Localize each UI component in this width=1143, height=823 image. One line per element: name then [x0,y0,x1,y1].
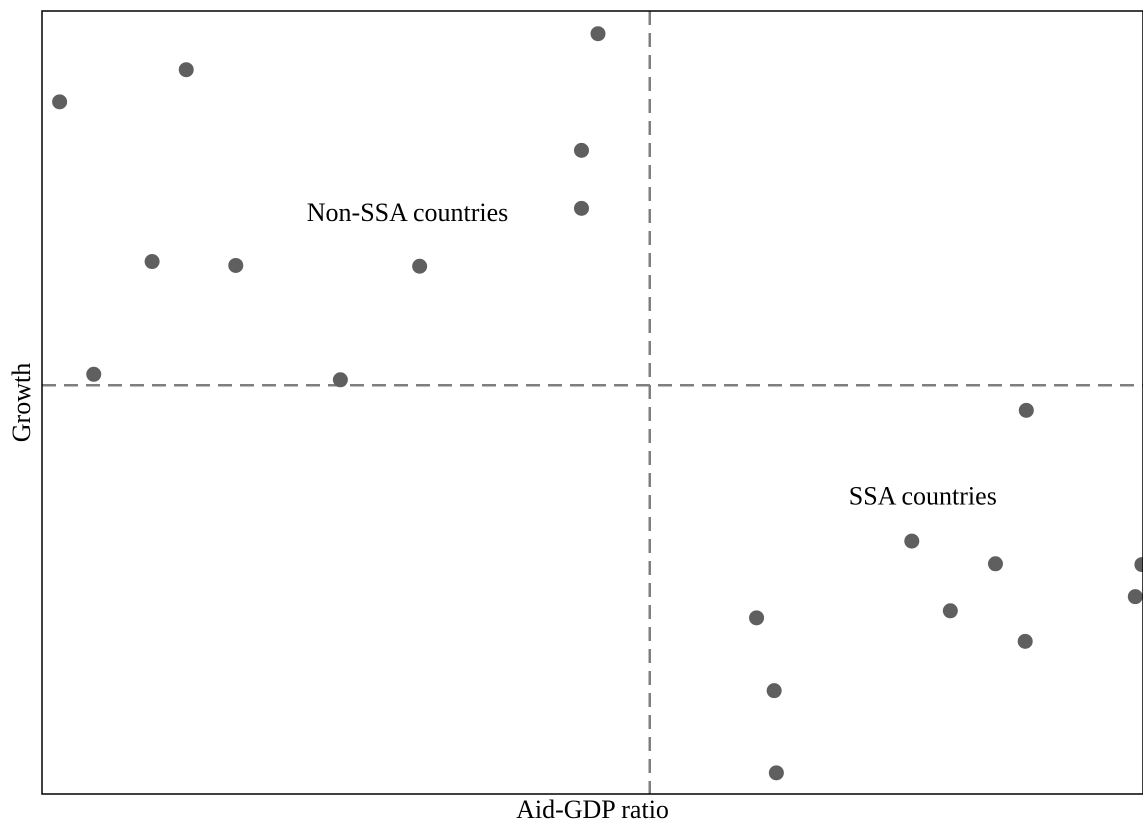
data-point [332,372,348,388]
x-axis-label: Aid-GDP ratio [516,795,669,823]
reference-lines [42,11,1143,794]
data-point [766,683,782,699]
data-point [228,257,244,273]
data-point [904,533,920,549]
y-axis-label: Growth [7,363,36,442]
data-point [749,610,765,626]
cluster-label: SSA countries [849,481,997,510]
data-point [573,142,589,158]
plot-frame [41,10,1143,795]
data-point [412,258,428,274]
data-point [1127,589,1143,605]
data-point [86,366,102,382]
data-point [52,94,68,110]
annotations: Non-SSA countries SSA countries [307,198,997,510]
data-point [1018,402,1034,418]
data-point [178,62,194,78]
data-points [52,26,1143,781]
data-point [1134,557,1143,573]
data-point [573,200,589,216]
data-point [768,765,784,781]
cluster-label: Non-SSA countries [307,198,509,227]
data-point [144,254,160,270]
data-point [590,26,606,42]
data-point [987,556,1003,572]
data-point [942,603,958,619]
data-point [1017,633,1033,649]
